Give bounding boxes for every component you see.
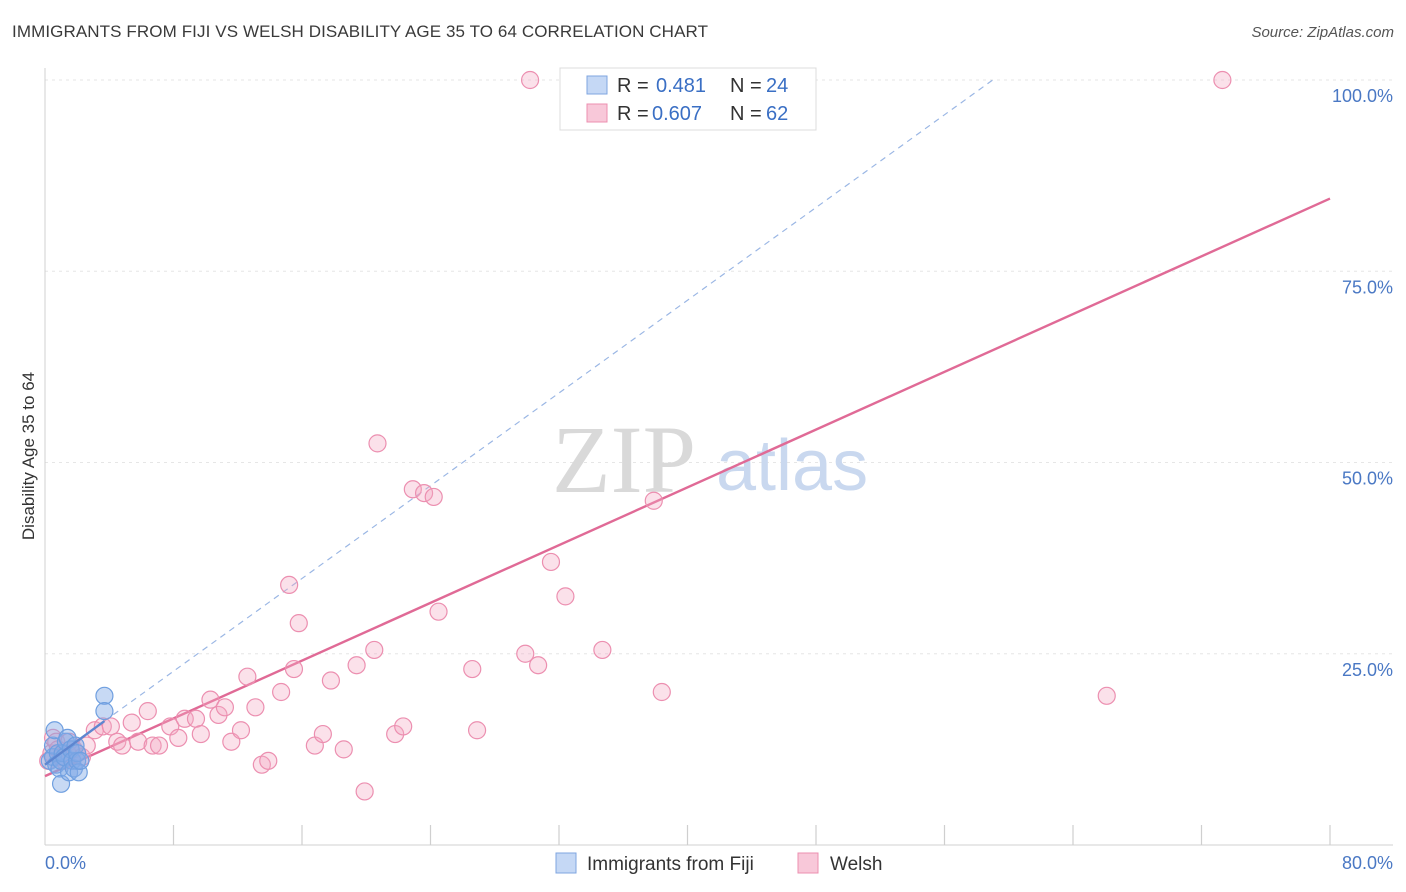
y-tick-labels: 25.0% 50.0% 75.0% 100.0% xyxy=(1332,86,1393,680)
welsh-point xyxy=(347,656,366,675)
x-tick-label-max: 80.0% xyxy=(1342,853,1393,873)
y-tick-label: 25.0% xyxy=(1342,660,1393,680)
fiji-point xyxy=(95,702,114,721)
welsh-series-swatch xyxy=(797,852,819,874)
welsh-point xyxy=(541,552,561,572)
fiji-r-value: 0.481 xyxy=(656,75,706,97)
stats-legend: R = 0.481 N = 24 R = 0.607 N = 62 xyxy=(559,67,817,131)
welsh-point xyxy=(1097,686,1116,705)
watermark: ZIP atlas xyxy=(552,406,868,513)
welsh-r-label: R = xyxy=(617,103,649,125)
welsh-point xyxy=(272,682,291,702)
grid-lines xyxy=(45,79,1393,655)
welsh-point xyxy=(259,751,278,770)
welsh-point xyxy=(246,698,265,717)
y-axis-label: Disability Age 35 to 64 xyxy=(19,372,38,540)
welsh-point xyxy=(403,480,422,499)
fiji-point xyxy=(95,686,114,705)
welsh-n-value: 62 xyxy=(766,103,788,125)
axes xyxy=(44,68,1393,846)
fiji-points xyxy=(40,686,114,793)
welsh-point xyxy=(394,717,413,736)
welsh-point xyxy=(112,736,132,755)
welsh-n-label: N = xyxy=(730,103,762,125)
welsh-legend-swatch xyxy=(586,103,608,123)
welsh-point xyxy=(289,614,308,633)
welsh-point xyxy=(424,487,443,507)
welsh-point xyxy=(138,702,157,721)
welsh-point xyxy=(215,698,234,717)
welsh-point xyxy=(467,721,487,740)
fiji-trend-extension xyxy=(104,79,994,722)
welsh-point xyxy=(516,644,535,663)
welsh-point xyxy=(129,732,148,751)
welsh-point xyxy=(280,575,299,595)
welsh-point xyxy=(593,640,612,660)
y-tick-label: 50.0% xyxy=(1342,469,1393,489)
welsh-point xyxy=(334,740,353,759)
welsh-point xyxy=(1213,70,1232,90)
welsh-point xyxy=(652,682,671,702)
fiji-n-value: 24 xyxy=(766,75,788,97)
welsh-point xyxy=(313,724,332,744)
fiji-series-swatch xyxy=(555,852,577,874)
welsh-point xyxy=(429,602,448,621)
series-legend: Immigrants from Fiji Welsh xyxy=(555,852,882,875)
welsh-point xyxy=(201,690,220,709)
welsh-trend-line xyxy=(44,197,1331,778)
fiji-point xyxy=(71,751,90,770)
x-tick-marks xyxy=(172,825,1331,845)
y-tick-label: 100.0% xyxy=(1332,86,1393,106)
welsh-point xyxy=(143,736,162,755)
welsh-point xyxy=(101,717,120,736)
welsh-point xyxy=(238,667,257,686)
fiji-trend-line xyxy=(44,720,106,766)
welsh-point xyxy=(231,721,251,740)
welsh-point xyxy=(529,656,548,675)
welsh-r-value: 0.607 xyxy=(652,103,702,125)
fiji-n-label: N = xyxy=(730,75,762,97)
welsh-point xyxy=(191,724,210,744)
welsh-point xyxy=(321,671,341,690)
welsh-point xyxy=(186,709,206,728)
fiji-r-label: R = xyxy=(617,75,649,97)
fiji-legend-swatch xyxy=(586,75,608,95)
watermark-zip: ZIP xyxy=(552,406,696,513)
welsh-point xyxy=(556,587,575,606)
welsh-point xyxy=(149,736,169,755)
chart-source: Source: ZipAtlas.com xyxy=(1251,24,1394,41)
welsh-point xyxy=(463,659,482,679)
x-tick-label-min: 0.0% xyxy=(45,853,86,873)
welsh-point xyxy=(520,70,540,90)
watermark-atlas: atlas xyxy=(716,426,868,506)
welsh-point xyxy=(368,434,387,453)
trend-lines xyxy=(44,79,1331,778)
welsh-point xyxy=(644,491,663,510)
welsh-series-label: Welsh xyxy=(830,854,882,875)
welsh-point xyxy=(355,782,374,801)
welsh-point xyxy=(169,728,188,748)
fiji-series-label: Immigrants from Fiji xyxy=(587,854,754,875)
welsh-point xyxy=(365,640,384,660)
chart-title: IMMIGRANTS FROM FIJI VS WELSH DISABILITY… xyxy=(12,22,709,41)
y-tick-label: 75.0% xyxy=(1342,277,1393,297)
welsh-point xyxy=(414,484,434,503)
fiji-point xyxy=(69,763,88,782)
welsh-point xyxy=(122,713,141,732)
welsh-point xyxy=(284,659,304,679)
